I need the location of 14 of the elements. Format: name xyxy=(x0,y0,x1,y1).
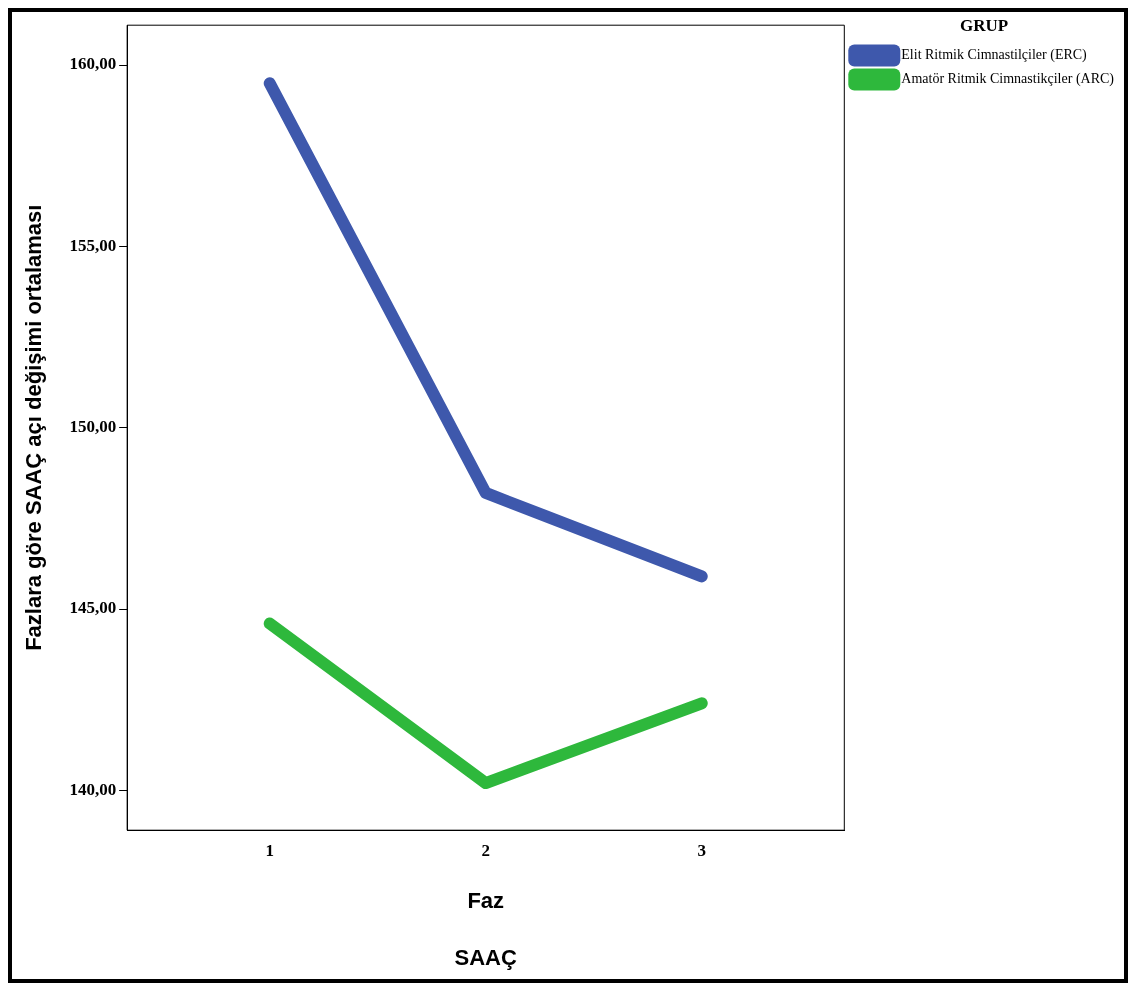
legend-label: Amatör Ritmik Cimnastikçiler (ARC) xyxy=(901,71,1115,88)
y-tick-label: 160,00 xyxy=(69,54,117,74)
y-tick-label: 145,00 xyxy=(69,598,117,618)
x-tick-label: 2 xyxy=(481,840,490,860)
x-tick-label: 1 xyxy=(265,840,274,860)
legend-label: Elit Ritmik Cimnastilçiler (ERC) xyxy=(901,47,1088,64)
text: SAAÇ xyxy=(454,945,517,970)
x-axis-title: Faz xyxy=(467,887,505,913)
y-axis-title: Fazlara göre SAAÇ açı değişimi ortalaması xyxy=(21,204,47,651)
legend-title: GRUP xyxy=(960,15,1009,35)
y-tick-label: 140,00 xyxy=(69,779,117,799)
y-tick-label: 155,00 xyxy=(69,235,117,255)
x-tick-label: 3 xyxy=(697,840,706,860)
y-tick-label: 150,00 xyxy=(69,417,117,437)
